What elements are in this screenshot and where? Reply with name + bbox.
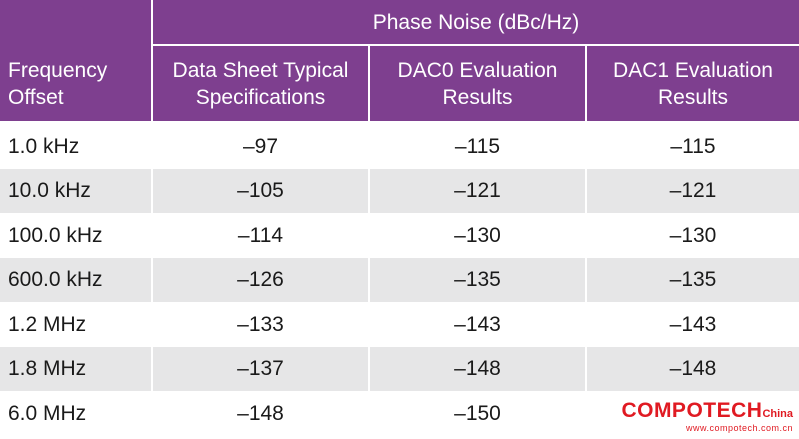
cell-frequency-offset: 10.0 kHz <box>8 179 91 202</box>
cell-dac1: –148 <box>669 357 717 380</box>
cell-datasheet: –105 <box>237 179 284 202</box>
table-row <box>0 347 799 391</box>
cell-dac1: –143 <box>669 312 717 336</box>
cell-datasheet: –126 <box>237 268 284 291</box>
cell-dac1: –130 <box>669 223 717 247</box>
cell-datasheet: –97 <box>242 134 279 158</box>
table-row <box>0 169 799 213</box>
cell-frequency-offset: 600.0 kHz <box>8 268 103 291</box>
cell-dac0: –148 <box>454 357 501 380</box>
column-divider <box>151 124 153 439</box>
cell-frequency-offset: 100.0 kHz <box>8 223 103 247</box>
column-header-dac1: DAC1 Evaluation Results <box>613 58 773 109</box>
cell-datasheet: –133 <box>237 312 284 336</box>
column-header-frequency-offset: Frequency Offset <box>8 58 108 109</box>
column-divider <box>585 124 587 439</box>
watermark-brand: COMPOTECH <box>621 399 763 422</box>
cell-dac0: –135 <box>454 268 501 291</box>
header-divider <box>151 0 153 121</box>
header-divider <box>585 45 587 121</box>
cell-datasheet: –114 <box>237 223 284 247</box>
cell-frequency-offset: 6.0 MHz <box>8 401 87 425</box>
cell-dac0: –121 <box>454 179 501 202</box>
cell-frequency-offset: 1.2 MHz <box>8 312 87 336</box>
cell-dac0: –115 <box>454 134 501 158</box>
header-divider <box>151 44 799 46</box>
cell-datasheet: –148 <box>237 401 284 425</box>
watermark-url: www.compotech.com.cn <box>685 423 793 433</box>
cell-dac0: –143 <box>454 312 501 336</box>
cell-dac0: –150 <box>454 401 501 425</box>
watermark-logo: COMPOTECHChina www.compotech.com.cn <box>621 399 793 433</box>
watermark-region: China <box>762 408 793 420</box>
table-row <box>0 258 799 302</box>
cell-dac1: –135 <box>669 268 717 291</box>
cell-dac0: –130 <box>454 223 501 247</box>
header-divider <box>368 45 370 121</box>
cell-dac1: –115 <box>670 134 716 158</box>
cell-frequency-offset: 1.8 MHz <box>8 357 87 380</box>
group-header-phase-noise: Phase Noise (dBc/Hz) <box>372 10 580 34</box>
cell-datasheet: –137 <box>237 357 284 380</box>
cell-frequency-offset: 1.0 kHz <box>8 134 80 158</box>
column-header-dac0: DAC0 Evaluation Results <box>397 58 558 109</box>
cell-dac1: –121 <box>669 179 717 202</box>
column-header-datasheet: Data Sheet Typical Specifications <box>172 58 349 109</box>
column-divider <box>368 124 370 439</box>
table-header <box>0 0 799 121</box>
